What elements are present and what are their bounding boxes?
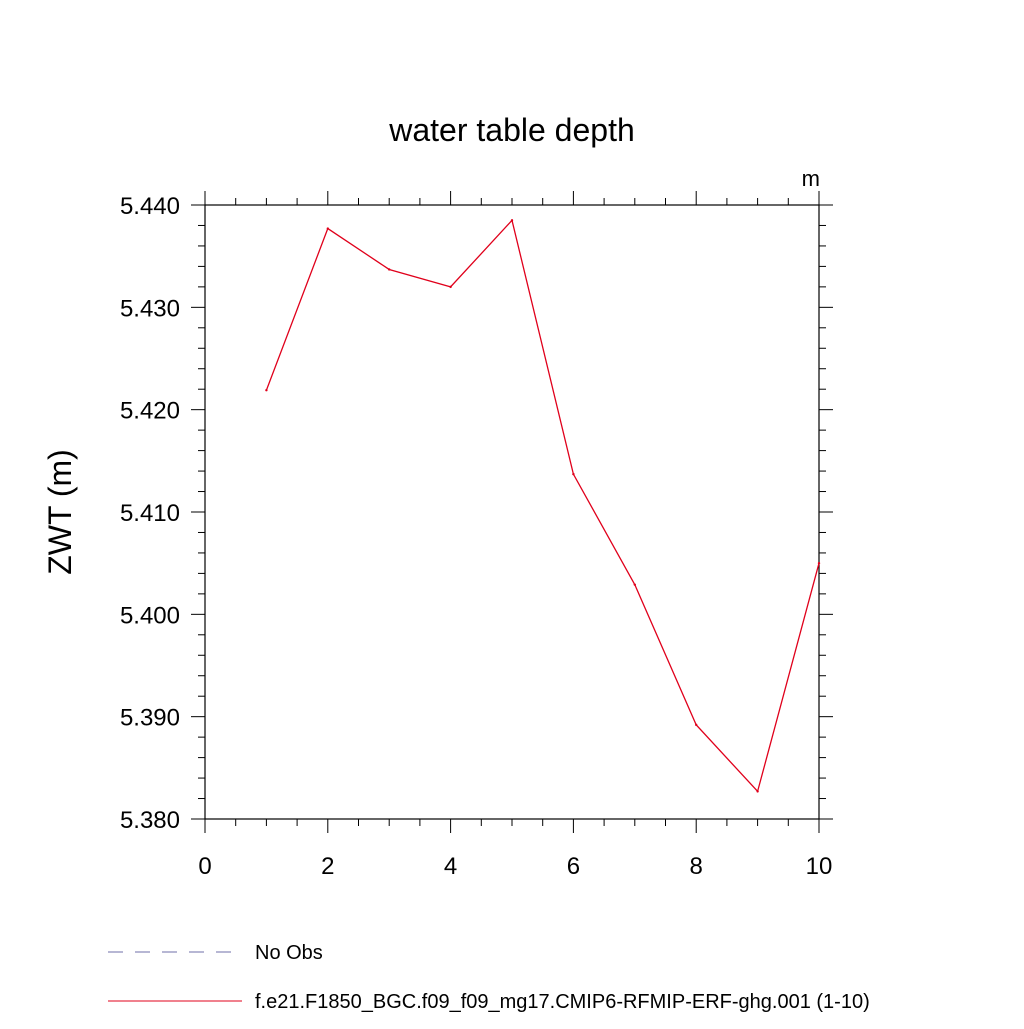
legend: No Obs f.e21.F1850_BGC.f09_f09_mg17.CMIP6… bbox=[108, 942, 870, 1013]
x-tick-label: 10 bbox=[806, 853, 833, 880]
x-tick-label: 4 bbox=[444, 853, 457, 880]
y-tick-label: 5.400 bbox=[120, 602, 180, 629]
data-point bbox=[572, 472, 575, 476]
y-tick-label: 5.410 bbox=[120, 500, 180, 527]
plot-frame bbox=[204, 204, 820, 820]
x-tick-label: 6 bbox=[567, 853, 580, 880]
y-tick-label: 5.390 bbox=[120, 705, 180, 732]
data-point bbox=[388, 268, 391, 271]
x-tick-label: 2 bbox=[321, 853, 334, 880]
y-tick-label: 5.380 bbox=[120, 807, 180, 834]
y-tick-label: 5.420 bbox=[120, 398, 180, 425]
data-point bbox=[449, 285, 452, 289]
y-axis-label: ZWT (m) bbox=[42, 449, 78, 575]
data-point bbox=[633, 583, 636, 586]
data-point bbox=[326, 227, 329, 230]
data-point bbox=[756, 790, 759, 793]
units-label: m bbox=[802, 166, 820, 191]
x-tick-label: 8 bbox=[690, 853, 703, 880]
series-layer bbox=[265, 219, 821, 793]
series-line bbox=[265, 219, 820, 793]
y-tick-label: 5.430 bbox=[120, 295, 180, 322]
legend-label: No Obs bbox=[255, 942, 323, 964]
data-point bbox=[510, 219, 514, 222]
x-tick-label: 0 bbox=[198, 853, 211, 880]
data-point bbox=[817, 561, 821, 565]
chart-title: water table depth bbox=[388, 112, 635, 148]
y-tick-label: 5.440 bbox=[120, 193, 180, 220]
data-point bbox=[695, 723, 698, 727]
data-point bbox=[265, 389, 268, 392]
plot-axes: 0 2 4 6 8 10 5.380 5.390 5.400 5.410 5.420 5.430 5.4… bbox=[120, 191, 833, 880]
legend-label: f.e21.F1850_BGC.f09_f09_mg17.CMIP6-RFMIP… bbox=[255, 991, 870, 1013]
